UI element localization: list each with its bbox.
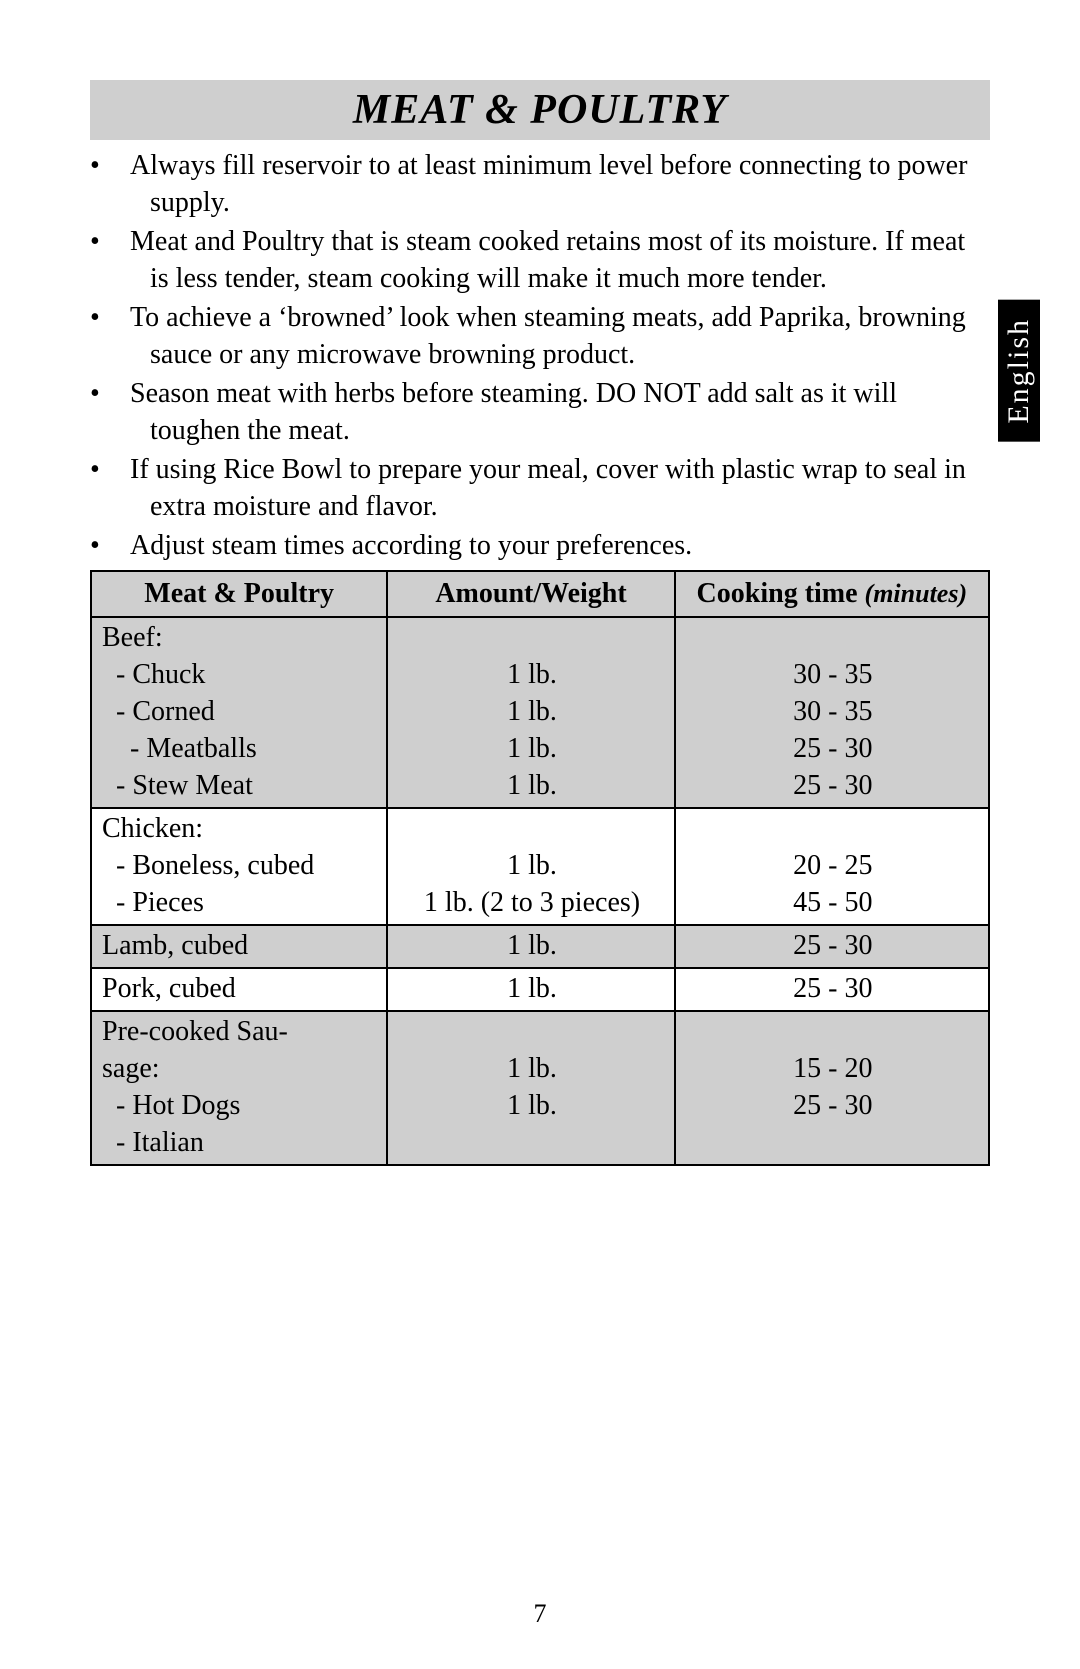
tip-item: To achieve a ‘browned’ look when steamin… (130, 300, 970, 374)
item-amount: 1 lb. (398, 768, 665, 805)
table-header-row: Meat & Poultry Amount/Weight Cooking tim… (91, 571, 989, 617)
item-amount: 1 lb. (398, 1051, 665, 1088)
item-amount: 1 lb. (398, 694, 665, 731)
col-header-time-unit: (minutes) (865, 579, 968, 608)
item-name: Pork, cubed (102, 971, 378, 1008)
item-time: 30 - 35 (686, 694, 980, 731)
item-name: - Chuck (102, 657, 378, 694)
item-name: Lamb, cubed (102, 928, 378, 965)
item-name: - Meatballs (102, 731, 378, 768)
section-title: MEAT & POULTRY (90, 80, 990, 140)
item-time: 45 - 50 (686, 885, 980, 922)
tip-item: If using Rice Bowl to prepare your meal,… (130, 452, 970, 526)
group-title: Beef: (102, 620, 378, 657)
item-time: 25 - 30 (686, 1088, 980, 1125)
item-amount: 1 lb. (398, 928, 665, 965)
table-row-pork: Pork, cubed 1 lb. 25 - 30 (91, 968, 989, 1011)
item-time: 30 - 35 (686, 657, 980, 694)
tip-item: Always fill reservoir to at least minimu… (130, 148, 970, 222)
manual-page: English MEAT & POULTRY Always fill reser… (0, 0, 1080, 1669)
tip-item: Meat and Poultry that is steam cooked re… (130, 224, 970, 298)
item-name: - Stew Meat (102, 768, 378, 805)
group-title: Chicken: (102, 811, 378, 848)
item-name: - Boneless, cubed (102, 848, 378, 885)
item-amount: 1 lb. (398, 971, 665, 1008)
item-name: - Hot Dogs (102, 1088, 378, 1125)
col-header-amount: Amount/Weight (387, 571, 674, 617)
group-title: sage: (102, 1051, 378, 1088)
table-row-sausage: Pre-cooked Sau- sage: - Hot Dogs - Itali… (91, 1011, 989, 1165)
table-row-chicken: Chicken: - Boneless, cubed - Pieces 1 lb… (91, 808, 989, 925)
group-title: Pre-cooked Sau- (102, 1014, 378, 1051)
item-amount: 1 lb. (398, 1088, 665, 1125)
item-amount: 1 lb. (398, 848, 665, 885)
item-time: 25 - 30 (686, 731, 980, 768)
item-name: - Corned (102, 694, 378, 731)
item-name: - Italian (102, 1125, 378, 1162)
item-amount: 1 lb. (2 to 3 pieces) (398, 885, 665, 922)
page-number: 7 (0, 1599, 1080, 1629)
item-time: 25 - 30 (686, 971, 980, 1008)
col-header-time-label: Cooking time (697, 578, 865, 609)
item-time: 15 - 20 (686, 1051, 980, 1088)
tips-list: Always fill reservoir to at least minimu… (90, 148, 990, 564)
cooking-table: Meat & Poultry Amount/Weight Cooking tim… (90, 570, 990, 1165)
item-time: 20 - 25 (686, 848, 980, 885)
language-tab: English (998, 300, 1040, 442)
item-amount: 1 lb. (398, 657, 665, 694)
item-time: 25 - 30 (686, 928, 980, 965)
tip-item: Adjust steam times according to your pre… (130, 528, 970, 565)
col-header-item: Meat & Poultry (91, 571, 387, 617)
col-header-time: Cooking time (minutes) (675, 571, 989, 617)
item-amount: 1 lb. (398, 731, 665, 768)
table-row-lamb: Lamb, cubed 1 lb. 25 - 30 (91, 925, 989, 968)
item-name: - Pieces (102, 885, 378, 922)
table-row-beef: Beef: - Chuck - Corned - Meatballs - Ste… (91, 617, 989, 808)
item-time: 25 - 30 (686, 768, 980, 805)
tip-item: Season meat with herbs before steaming. … (130, 376, 970, 450)
